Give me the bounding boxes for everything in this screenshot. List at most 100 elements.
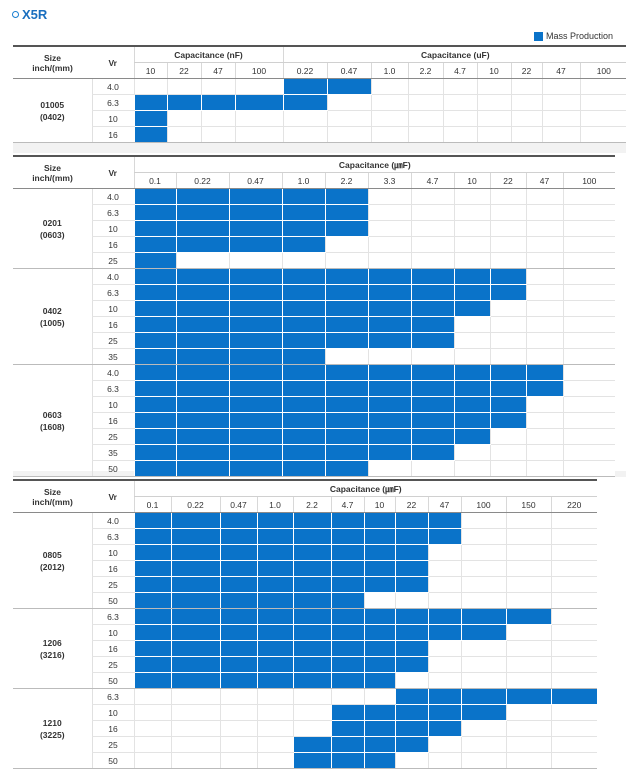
section-title: X5R: [12, 6, 47, 22]
empty-cell: [370, 126, 408, 143]
empty-cell: [476, 110, 511, 127]
size-mm: (0402): [39, 111, 65, 122]
empty-cell: [427, 592, 461, 609]
vr-value: 16: [91, 412, 134, 429]
mass-production-cell: [133, 380, 176, 397]
empty-cell: [489, 220, 526, 237]
size-header-line: Size: [43, 486, 61, 497]
mass-production-cell: [427, 688, 461, 705]
mass-production-cell: [367, 268, 411, 285]
empty-cell: [525, 428, 563, 445]
capacitance-column-header: 22: [510, 62, 542, 79]
capacitance-column-header: 1.0: [256, 496, 293, 513]
empty-cell: [453, 236, 490, 253]
table-row: 25: [13, 736, 597, 753]
size-cell: 1206 (3216): [13, 608, 92, 689]
mass-production-cell: [292, 528, 331, 545]
empty-cell: [363, 592, 395, 609]
mass-production-cell: [281, 188, 325, 205]
mass-production-cell: [363, 752, 395, 769]
empty-cell: [562, 412, 616, 429]
mass-production-cell: [256, 512, 293, 529]
mass-production-cell: [175, 284, 229, 301]
size-cell: 0805 (2012): [13, 512, 92, 609]
empty-cell: [410, 252, 454, 269]
mass-production-cell: [133, 220, 176, 237]
table-separator: [13, 143, 626, 153]
table-row: 6.3: [13, 94, 626, 111]
mass-production-cell: [489, 380, 526, 397]
empty-cell: [510, 126, 542, 143]
mass-production-cell: [281, 460, 325, 477]
mass-production-cell: [170, 560, 220, 577]
capacitance-column-header: 0.22: [282, 62, 327, 79]
size-header-line: Size: [43, 162, 61, 173]
mass-production-cell: [228, 284, 282, 301]
empty-cell: [256, 752, 293, 769]
size-header-line: inch/(mm): [32, 496, 73, 507]
empty-cell: [367, 252, 411, 269]
mass-production-cell: [324, 444, 368, 461]
empty-cell: [525, 396, 563, 413]
empty-cell: [228, 252, 282, 269]
mass-production-cell: [175, 188, 229, 205]
legend-label: Mass Production: [545, 31, 613, 41]
mass-production-cell: [367, 332, 411, 349]
mass-production-cell: [324, 316, 368, 333]
mass-production-cell: [394, 576, 428, 593]
mass-production-cell: [175, 428, 229, 445]
table-row: 16: [13, 640, 597, 657]
mass-production-cell: [324, 332, 368, 349]
empty-cell: [256, 704, 293, 721]
empty-cell: [410, 220, 454, 237]
mass-production-cell: [175, 380, 229, 397]
empty-cell: [170, 688, 220, 705]
vr-column-header: Vr: [92, 156, 134, 189]
empty-cell: [427, 672, 461, 689]
capacitance-column-header: 1.0: [370, 62, 408, 79]
vr-value: 4.0: [91, 78, 134, 95]
empty-cell: [292, 704, 331, 721]
table-row: 50: [13, 752, 597, 769]
mass-production-cell: [200, 94, 235, 111]
mass-production-cell: [170, 576, 220, 593]
empty-cell: [505, 656, 551, 673]
empty-cell: [453, 316, 490, 333]
empty-cell: [505, 720, 551, 737]
mass-production-cell: [133, 640, 171, 657]
empty-cell: [394, 752, 428, 769]
empty-cell: [550, 752, 597, 769]
mass-production-cell: [330, 544, 364, 561]
mass-production-cell: [281, 428, 325, 445]
mass-production-cell: [367, 364, 411, 381]
mass-production-cell: [219, 608, 257, 625]
vr-value: 4.0: [91, 188, 134, 205]
capacitance-column-header: 4.7: [442, 62, 477, 79]
vr-value: 10: [91, 300, 134, 317]
empty-cell: [133, 720, 171, 737]
empty-cell: [234, 126, 283, 143]
size-column-header: Size inch/(mm): [13, 156, 92, 189]
empty-cell: [505, 672, 551, 689]
empty-cell: [525, 332, 563, 349]
empty-cell: [489, 300, 526, 317]
capacitance-column-header: 3.3: [367, 172, 411, 189]
empty-cell: [200, 110, 235, 127]
capacitance-column-header: 10: [476, 62, 511, 79]
mass-production-cell: [324, 204, 368, 221]
mass-production-cell: [367, 284, 411, 301]
mass-production-cell: [281, 332, 325, 349]
empty-cell: [550, 576, 597, 593]
mass-production-cell: [330, 624, 364, 641]
empty-cell: [407, 78, 443, 95]
empty-cell: [219, 752, 257, 769]
table-row: 25: [13, 656, 597, 673]
mass-production-cell: [281, 300, 325, 317]
mass-production-cell: [324, 364, 368, 381]
capacitance-column-header: 2.2: [407, 62, 443, 79]
vr-value: 6.3: [91, 688, 134, 705]
empty-cell: [256, 720, 293, 737]
mass-production-cell: [133, 316, 176, 333]
vr-value: 10: [91, 624, 134, 641]
mass-production-cell: [256, 608, 293, 625]
